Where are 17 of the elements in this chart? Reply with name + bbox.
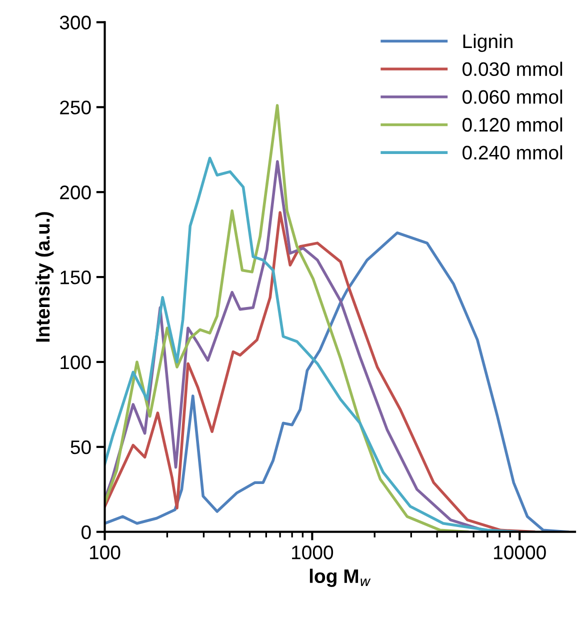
y-tick-label: 300 bbox=[60, 16, 91, 30]
y-tick-label: 200 bbox=[60, 186, 91, 200]
y-tick-label: 0 bbox=[82, 525, 91, 540]
legend-label: 0.060 mmol bbox=[462, 90, 562, 104]
legend-label: 0.030 mmol bbox=[462, 62, 562, 76]
y-tick-label: 100 bbox=[60, 355, 91, 370]
y-tick-label: 150 bbox=[60, 270, 91, 284]
x-tick-label: 1000 bbox=[292, 546, 334, 560]
y-tick-label: 250 bbox=[60, 100, 91, 114]
x-tick-label: 10000 bbox=[494, 546, 546, 560]
y-tick-label: 50 bbox=[70, 440, 91, 454]
legend-label: 0.120 mmol bbox=[462, 117, 562, 132]
legend-label: 0.240 mmol bbox=[462, 145, 562, 160]
legend-label: Lignin bbox=[463, 34, 512, 52]
x-axis-title: log M$_{w}$ bbox=[310, 568, 371, 587]
y-axis-title: Intensity (a.u.) bbox=[35, 212, 54, 342]
x-tick-label: 100 bbox=[90, 546, 120, 560]
